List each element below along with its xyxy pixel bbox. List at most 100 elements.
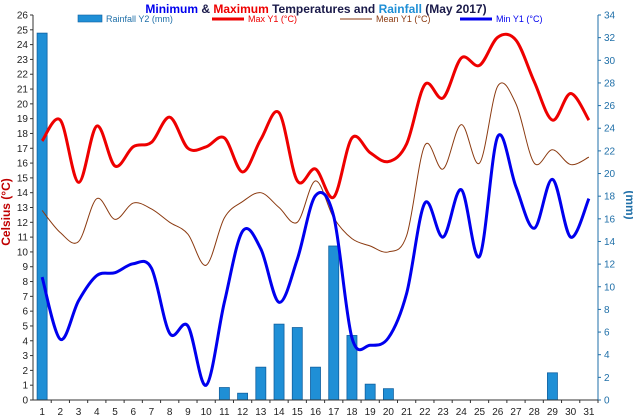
y2-tick-label: 4 bbox=[604, 350, 610, 361]
y-tick-label: 1 bbox=[22, 381, 28, 392]
y-tick-label: 7 bbox=[22, 292, 28, 303]
y-tick-label: 25 bbox=[17, 25, 29, 36]
x-tick-label: 1 bbox=[39, 407, 45, 418]
y2-tick-label: 2 bbox=[604, 373, 610, 384]
x-tick-label: 26 bbox=[492, 407, 504, 418]
rainfall-bar bbox=[255, 366, 267, 401]
legend-item: Mean Y1 (°C) bbox=[340, 14, 430, 24]
y2-tick-label: 20 bbox=[604, 169, 616, 180]
y2-tick-label: 24 bbox=[604, 124, 616, 135]
y2-tick-label: 16 bbox=[604, 214, 616, 225]
y2-tick-label: 8 bbox=[604, 305, 610, 316]
x-tick-label: 8 bbox=[167, 407, 173, 418]
x-tick-label: 16 bbox=[310, 407, 322, 418]
legend-item: Max Y1 (°C) bbox=[212, 14, 297, 24]
x-tick-label: 5 bbox=[112, 407, 118, 418]
title-amp: & bbox=[198, 2, 213, 16]
x-tick-label: 21 bbox=[401, 407, 413, 418]
legend: Rainfall Y2 (mm) Max Y1 (°C) Mean Y1 (°C) M… bbox=[77, 14, 542, 24]
mean-temperature-line bbox=[41, 82, 590, 266]
y-tick-label: 3 bbox=[22, 351, 28, 362]
x-tick-label: 15 bbox=[292, 407, 304, 418]
legend-label: Mean Y1 (°C) bbox=[376, 14, 430, 24]
x-tick-label: 9 bbox=[185, 407, 191, 418]
temperature-lines bbox=[40, 32, 591, 387]
y-tick-label: 18 bbox=[17, 129, 29, 140]
rainfall-bar bbox=[310, 366, 321, 401]
y-tick-label: 0 bbox=[22, 396, 28, 407]
y-tick-label: 20 bbox=[17, 99, 29, 110]
y-tick-label: 22 bbox=[17, 70, 29, 81]
legend-swatch bbox=[77, 14, 103, 23]
y-tick-label: 17 bbox=[17, 144, 29, 155]
y2-tick-label: 12 bbox=[604, 260, 616, 271]
max-temperature-line bbox=[40, 32, 591, 200]
y2-tick-label: 28 bbox=[604, 78, 616, 89]
title-maximum: Maximum bbox=[213, 2, 268, 16]
y2-tick-label: 0 bbox=[604, 396, 610, 407]
x-tick-label: 18 bbox=[346, 407, 358, 418]
title-temps: Temperatures and bbox=[269, 2, 379, 16]
y-tick-label: 2 bbox=[22, 366, 28, 377]
x-tick-label: 30 bbox=[565, 407, 577, 418]
y-tick-label: 19 bbox=[17, 114, 29, 125]
y-tick-label: 10 bbox=[17, 247, 29, 258]
x-tick-label: 6 bbox=[130, 407, 136, 418]
legend-label: Rainfall Y2 (mm) bbox=[106, 14, 173, 24]
y-tick-label: 26 bbox=[17, 11, 29, 22]
y-tick-label: 9 bbox=[22, 262, 28, 273]
rainfall-bar bbox=[547, 372, 558, 401]
x-tick-label: 7 bbox=[149, 407, 155, 418]
y-axis-label: Celsius (°C) bbox=[0, 178, 13, 245]
y2-tick-label: 26 bbox=[604, 101, 616, 112]
y-tick-label: 16 bbox=[17, 159, 29, 170]
x-tick-label: 4 bbox=[94, 407, 100, 418]
x-tick-label: 10 bbox=[201, 407, 213, 418]
legend-item: Rainfall Y2 (mm) bbox=[77, 14, 173, 24]
x-tick-label: 24 bbox=[456, 407, 468, 418]
y-tick-label: 15 bbox=[17, 173, 29, 184]
chart-title: Minimum & Maximum Temperatures and Rainf… bbox=[145, 2, 486, 16]
y2-tick-label: 32 bbox=[604, 33, 616, 44]
y-tick-label: 8 bbox=[22, 277, 28, 288]
title-minimum: Minimum bbox=[145, 2, 198, 16]
x-tick-label: 29 bbox=[547, 407, 559, 418]
x-tick-label: 27 bbox=[510, 407, 522, 418]
x-tick-label: 31 bbox=[583, 407, 595, 418]
y-tick-label: 11 bbox=[18, 233, 29, 244]
x-tick-label: 3 bbox=[76, 407, 82, 418]
rainfall-bar bbox=[364, 383, 376, 401]
y2-tick-label: 14 bbox=[604, 237, 616, 248]
rainfall-bar bbox=[328, 245, 340, 401]
x-tick-label: 28 bbox=[529, 407, 541, 418]
svg-text:Minimum & Maximum Temperatures: Minimum & Maximum Temperatures and Rainf… bbox=[145, 2, 486, 16]
y-tick-label: 23 bbox=[17, 55, 29, 66]
rainfall-bars bbox=[36, 32, 558, 401]
y-tick-label: 5 bbox=[22, 321, 28, 332]
x-tick-label: 2 bbox=[58, 407, 64, 418]
x-tick-label: 13 bbox=[255, 407, 267, 418]
rainfall-bar bbox=[382, 388, 394, 401]
rainfall-bar bbox=[237, 392, 249, 401]
y2-axis-label: (mm) bbox=[623, 190, 633, 219]
y-tick-label: 4 bbox=[22, 336, 28, 347]
x-tick-label: 11 bbox=[219, 407, 230, 418]
legend-item: Min Y1 (°C) bbox=[460, 14, 542, 24]
y2-tick-label: 18 bbox=[604, 192, 616, 203]
x-tick-label: 25 bbox=[474, 407, 486, 418]
rainfall-bar bbox=[36, 32, 48, 401]
legend-label: Max Y1 (°C) bbox=[248, 14, 297, 24]
y2-tick-label: 10 bbox=[604, 282, 616, 293]
y-tick-label: 21 bbox=[17, 85, 29, 96]
title-rainfall: Rainfall bbox=[379, 2, 422, 16]
y-tick-label: 13 bbox=[17, 203, 29, 214]
rainfall-bar bbox=[218, 387, 230, 401]
rainfall-bar bbox=[273, 323, 285, 401]
y-tick-label: 14 bbox=[17, 188, 29, 199]
title-month: (May 2017) bbox=[422, 2, 487, 16]
y-tick-label: 6 bbox=[22, 307, 28, 318]
y-tick-label: 24 bbox=[17, 40, 29, 51]
y2-tick-label: 34 bbox=[604, 11, 616, 22]
y-tick-label: 12 bbox=[17, 218, 29, 229]
